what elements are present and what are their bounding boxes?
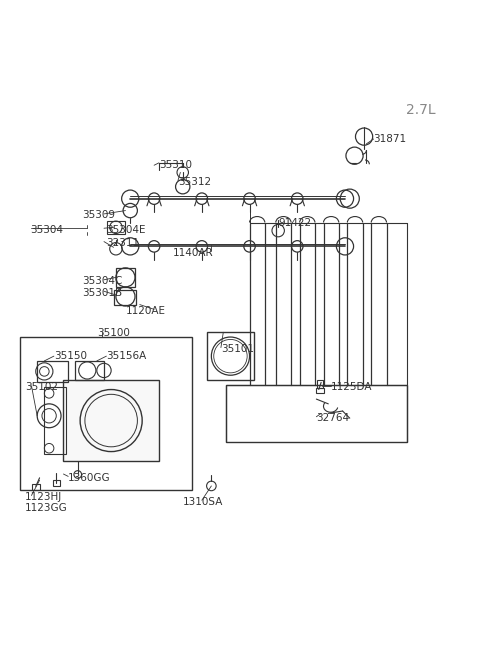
Text: 35100: 35100 — [97, 328, 130, 338]
Text: 35304E: 35304E — [107, 225, 146, 234]
Bar — [108, 221, 124, 234]
Text: 35304: 35304 — [30, 225, 63, 234]
Text: 1360GG: 1360GG — [68, 473, 111, 483]
Bar — [116, 268, 135, 287]
Text: 35312: 35312 — [178, 177, 211, 187]
Text: 35304C: 35304C — [83, 276, 123, 286]
Text: 1123HJ: 1123HJ — [25, 492, 62, 502]
Text: 35156A: 35156A — [107, 351, 146, 361]
Text: 1120AE: 1120AE — [125, 306, 166, 316]
Text: 1123GG: 1123GG — [25, 503, 68, 513]
Text: 1125DA: 1125DA — [331, 382, 372, 392]
Bar — [44, 387, 66, 454]
Text: 32311: 32311 — [107, 238, 140, 248]
Bar — [63, 380, 159, 461]
Bar — [53, 480, 60, 486]
Text: 31871: 31871 — [373, 134, 407, 144]
Text: 35309: 35309 — [83, 210, 116, 220]
Text: 35150: 35150 — [54, 351, 87, 361]
Text: 35310: 35310 — [159, 160, 192, 170]
Bar — [115, 290, 136, 305]
Text: 35102: 35102 — [25, 382, 58, 392]
Bar — [33, 484, 40, 490]
Text: 1310SA: 1310SA — [183, 496, 223, 507]
Bar — [317, 380, 323, 388]
Text: 35101: 35101 — [221, 344, 254, 354]
Bar — [226, 384, 407, 442]
Bar — [37, 361, 68, 383]
Text: 35301B: 35301B — [83, 288, 123, 297]
Text: 32764: 32764 — [316, 413, 349, 423]
Text: 2.7L: 2.7L — [406, 103, 436, 117]
Bar — [206, 332, 254, 380]
Text: 91422: 91422 — [278, 219, 312, 229]
Text: 1140AR: 1140AR — [173, 248, 214, 257]
Bar — [75, 361, 104, 380]
Bar — [316, 388, 324, 394]
Bar — [21, 337, 192, 490]
